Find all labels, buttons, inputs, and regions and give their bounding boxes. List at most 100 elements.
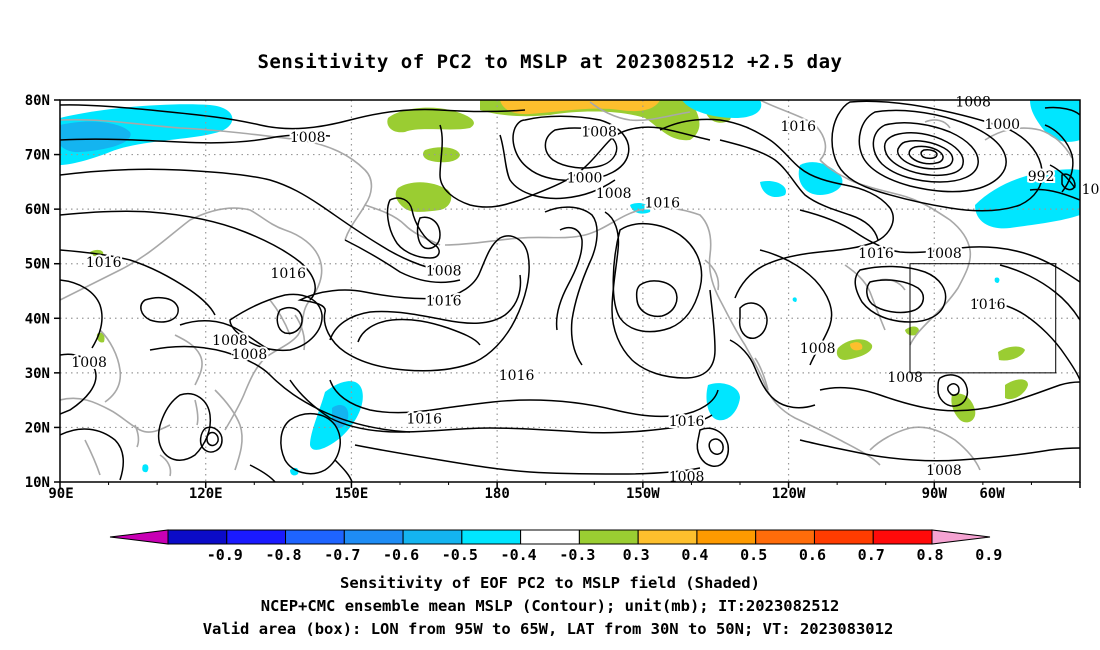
colorbar-swatch bbox=[813, 529, 874, 545]
colorbar-label: 0.4 bbox=[681, 546, 708, 564]
contour-label: 1016 bbox=[970, 297, 1006, 313]
contour-label: 1016 bbox=[858, 246, 894, 262]
colorbar: -0.9 -0.8 -0.7 -0.6 -0.5 -0.4 -0.3 0.3 0.4 0.5 0.6… bbox=[109, 529, 1002, 564]
cyan-region bbox=[975, 169, 1080, 229]
colorbar-label: 0.5 bbox=[740, 546, 767, 564]
orange-region bbox=[500, 100, 660, 115]
contour-label: 1016 bbox=[86, 255, 122, 271]
lat-label: 40N bbox=[25, 311, 50, 327]
lon-label: 150W bbox=[626, 486, 660, 502]
colorbar-label: 0.9 bbox=[975, 546, 1002, 564]
colorbar-swatch bbox=[461, 529, 522, 545]
colorbar-swatch bbox=[520, 529, 580, 545]
colorbar-swatch bbox=[872, 529, 933, 545]
caption-line-3: Valid area (box): LON from 95W to 65W, L… bbox=[203, 620, 894, 638]
colorbar-swatch bbox=[578, 529, 639, 545]
lat-label: 50N bbox=[25, 257, 50, 273]
green-region bbox=[998, 346, 1025, 361]
colorbar-label: 0.8 bbox=[916, 546, 943, 564]
colorbar-swatch bbox=[343, 529, 404, 545]
colorbar-label: -0.3 bbox=[559, 546, 595, 564]
lightblue-region bbox=[60, 121, 131, 153]
cyan-region bbox=[792, 297, 797, 302]
contour-label: 1008 bbox=[232, 347, 268, 363]
lon-label: 120W bbox=[772, 486, 806, 502]
contour-label: 1016 bbox=[406, 412, 442, 428]
lon-label: 180 bbox=[484, 486, 509, 502]
lon-label: 90W bbox=[922, 486, 948, 502]
colorbar-swatch bbox=[167, 529, 228, 545]
contour-label: 1008 bbox=[596, 186, 632, 202]
colorbar-swatch bbox=[755, 529, 815, 545]
cyan-region bbox=[682, 100, 762, 118]
caption-line-2: NCEP+CMC ensemble mean MSLP (Contour); u… bbox=[261, 597, 840, 615]
map-frame bbox=[59, 99, 1081, 483]
colorbar-label: -0.8 bbox=[265, 546, 301, 564]
colorbar-label: -0.5 bbox=[442, 546, 478, 564]
contour-label: 1016 bbox=[780, 119, 816, 135]
contour-label: 1016 bbox=[669, 414, 705, 430]
contour-label: 1008 bbox=[71, 355, 107, 371]
valid-area-box bbox=[909, 263, 1057, 374]
lon-label: 120E bbox=[189, 486, 223, 502]
gridlines bbox=[60, 100, 1080, 482]
lat-label: 70N bbox=[25, 148, 50, 164]
cyan-region bbox=[760, 180, 786, 198]
lightblue-region bbox=[332, 405, 349, 429]
green-region bbox=[951, 393, 976, 423]
cyan-region bbox=[142, 464, 149, 473]
colorbar-label: 0.7 bbox=[858, 546, 885, 564]
contour-label: 1016 bbox=[499, 368, 535, 384]
lat-label: 60N bbox=[25, 202, 50, 218]
green-region bbox=[387, 107, 474, 133]
colorbar-label: -0.4 bbox=[501, 546, 537, 564]
green-region bbox=[1005, 379, 1028, 400]
contour-label: 1016 bbox=[644, 196, 680, 212]
lon-label: 90E bbox=[48, 486, 73, 502]
contour-label: 1008 bbox=[212, 333, 248, 349]
colorbar-low-triangle bbox=[109, 529, 169, 545]
lat-label: 10N bbox=[25, 475, 50, 491]
map-title: Sensitivity of PC2 to MSLP at 2023082512… bbox=[257, 51, 842, 73]
contour-label: 1008 bbox=[955, 95, 991, 111]
contour-label: 1000 bbox=[984, 117, 1020, 133]
cyan-region bbox=[60, 104, 233, 165]
colorbar-swatch bbox=[637, 529, 698, 545]
colorbar-high-triangle bbox=[931, 529, 991, 545]
contour-label: 1008 bbox=[926, 246, 962, 262]
cyan-region bbox=[994, 277, 1000, 283]
contour-label: 1000 bbox=[567, 170, 603, 186]
colorbar-swatch bbox=[402, 529, 463, 545]
colorbar-label: 0.3 bbox=[623, 546, 650, 564]
contour-label: 1008 bbox=[669, 470, 705, 486]
sensitivity-shading bbox=[60, 100, 1080, 476]
colorbar-swatch bbox=[696, 529, 757, 545]
contour-label: 1008 bbox=[290, 130, 326, 146]
cyan-region bbox=[1030, 100, 1080, 142]
colorbar-swatch bbox=[285, 529, 345, 545]
lat-label: 30N bbox=[25, 366, 50, 382]
colorbar-label: -0.7 bbox=[324, 546, 360, 564]
colorbar-label: -0.6 bbox=[383, 546, 419, 564]
contour-label: 1008 bbox=[926, 463, 962, 479]
contour-label: 992 bbox=[1028, 169, 1055, 185]
lat-label: 20N bbox=[25, 420, 50, 436]
lon-label: 150E bbox=[335, 486, 369, 502]
orange-region bbox=[850, 342, 863, 351]
contour-label: 1008 bbox=[581, 125, 617, 141]
contour-label: 1016 bbox=[270, 266, 306, 282]
cyan-region bbox=[706, 383, 740, 421]
mslp-contours bbox=[60, 100, 1080, 482]
coastlines bbox=[60, 100, 1073, 477]
colorbar-label: -0.9 bbox=[207, 546, 243, 564]
contour-label: 1008 bbox=[800, 341, 836, 357]
lon-label: 60W bbox=[979, 486, 1005, 502]
colorbar-label: 0.6 bbox=[799, 546, 826, 564]
caption-line-1: Sensitivity of EOF PC2 to MSLP field (Sh… bbox=[340, 574, 760, 592]
contour-label: 1016 bbox=[426, 293, 462, 309]
green-region bbox=[905, 326, 919, 336]
colorbar-swatch bbox=[226, 529, 287, 545]
contour-label: 1016 bbox=[1082, 182, 1100, 198]
